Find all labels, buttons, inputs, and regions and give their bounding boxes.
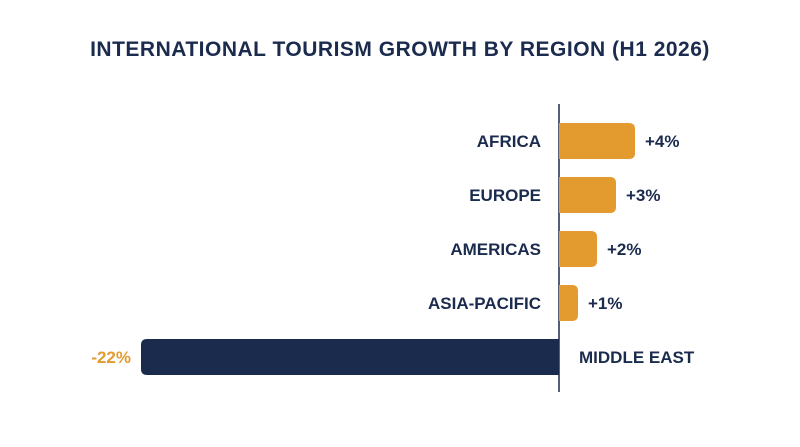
bar-africa: [559, 123, 635, 159]
value-label-asia-pacific: +1%: [588, 294, 623, 313]
category-label-middle-east: MIDDLE EAST: [579, 348, 695, 367]
bar-asia-pacific: [559, 285, 578, 321]
bar-europe: [559, 177, 616, 213]
value-label-africa: +4%: [645, 132, 680, 151]
value-label-europe: +3%: [626, 186, 661, 205]
bar-middle-east: [141, 339, 559, 375]
category-label-asia-pacific: ASIA-PACIFIC: [428, 294, 541, 313]
category-label-europe: EUROPE: [469, 186, 541, 205]
value-label-americas: +2%: [607, 240, 642, 259]
chart-title: INTERNATIONAL TOURISM GROWTH BY REGION (…: [90, 38, 710, 61]
category-label-americas: AMERICAS: [450, 240, 541, 259]
value-label-middle-east: -22%: [91, 348, 131, 367]
bar-americas: [559, 231, 597, 267]
category-label-africa: AFRICA: [477, 132, 541, 151]
